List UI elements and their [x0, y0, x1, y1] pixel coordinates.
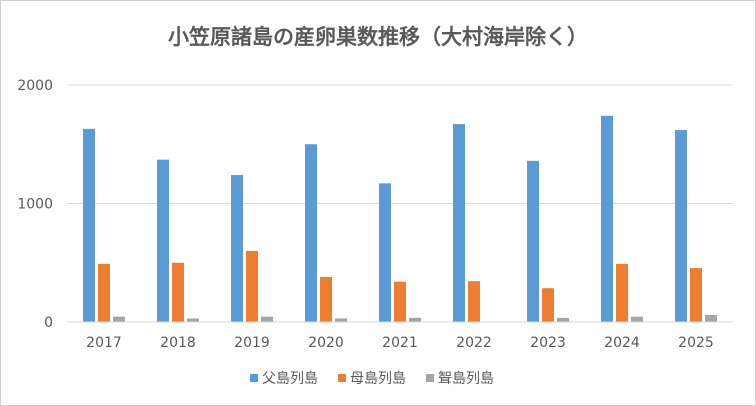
x-tick-label: 2017	[86, 335, 122, 351]
legend-label: 母島列島	[350, 371, 406, 387]
x-tick-label: 2025	[678, 335, 714, 351]
bar	[157, 159, 169, 322]
bar	[98, 263, 110, 322]
bars	[83, 115, 717, 322]
y-tick-label: 0	[44, 315, 53, 331]
bar	[675, 130, 687, 322]
legend-swatch	[250, 374, 258, 382]
bar	[187, 318, 199, 322]
bar	[320, 276, 332, 322]
x-axis-ticks: 2017 2018 2019 2020 2021 2022 2023 2024 …	[86, 335, 714, 351]
x-tick-label: 2021	[382, 335, 418, 351]
bar	[631, 316, 643, 322]
bar	[527, 160, 539, 322]
bar	[394, 281, 406, 322]
bar	[409, 317, 421, 322]
legend-label: 聟島列島	[438, 371, 494, 387]
legend: 父島列島 母島列島 聟島列島	[250, 371, 494, 387]
legend-swatch	[426, 374, 434, 382]
bar	[542, 288, 554, 322]
x-tick-label: 2023	[530, 335, 566, 351]
gridlines	[67, 84, 733, 204]
y-tick-label: 2000	[17, 78, 53, 94]
x-tick-label: 2018	[160, 335, 196, 351]
x-tick-label: 2024	[604, 335, 640, 351]
bar	[246, 250, 258, 322]
legend-swatch	[338, 374, 346, 382]
chart-title: 小笠原諸島の産卵巣数推移（大村海岸除く）	[168, 25, 588, 49]
bar	[261, 316, 273, 322]
bar	[83, 128, 95, 322]
bar	[113, 316, 125, 322]
bar	[231, 175, 243, 322]
bar	[601, 115, 613, 322]
bar	[468, 281, 480, 322]
y-tick-label: 1000	[17, 197, 53, 213]
bar	[379, 183, 391, 322]
bar	[705, 314, 717, 322]
bar	[172, 262, 184, 322]
x-tick-label: 2020	[308, 335, 344, 351]
bar	[453, 124, 465, 322]
bar	[557, 317, 569, 322]
x-tick-label: 2022	[456, 335, 492, 351]
bar	[690, 268, 702, 322]
x-tick-label: 2019	[234, 335, 270, 351]
y-axis-ticks: 0 1000 2000	[17, 78, 53, 331]
bar	[305, 144, 317, 322]
bar	[616, 263, 628, 322]
legend-label: 父島列島	[262, 371, 318, 387]
bar	[335, 318, 347, 322]
